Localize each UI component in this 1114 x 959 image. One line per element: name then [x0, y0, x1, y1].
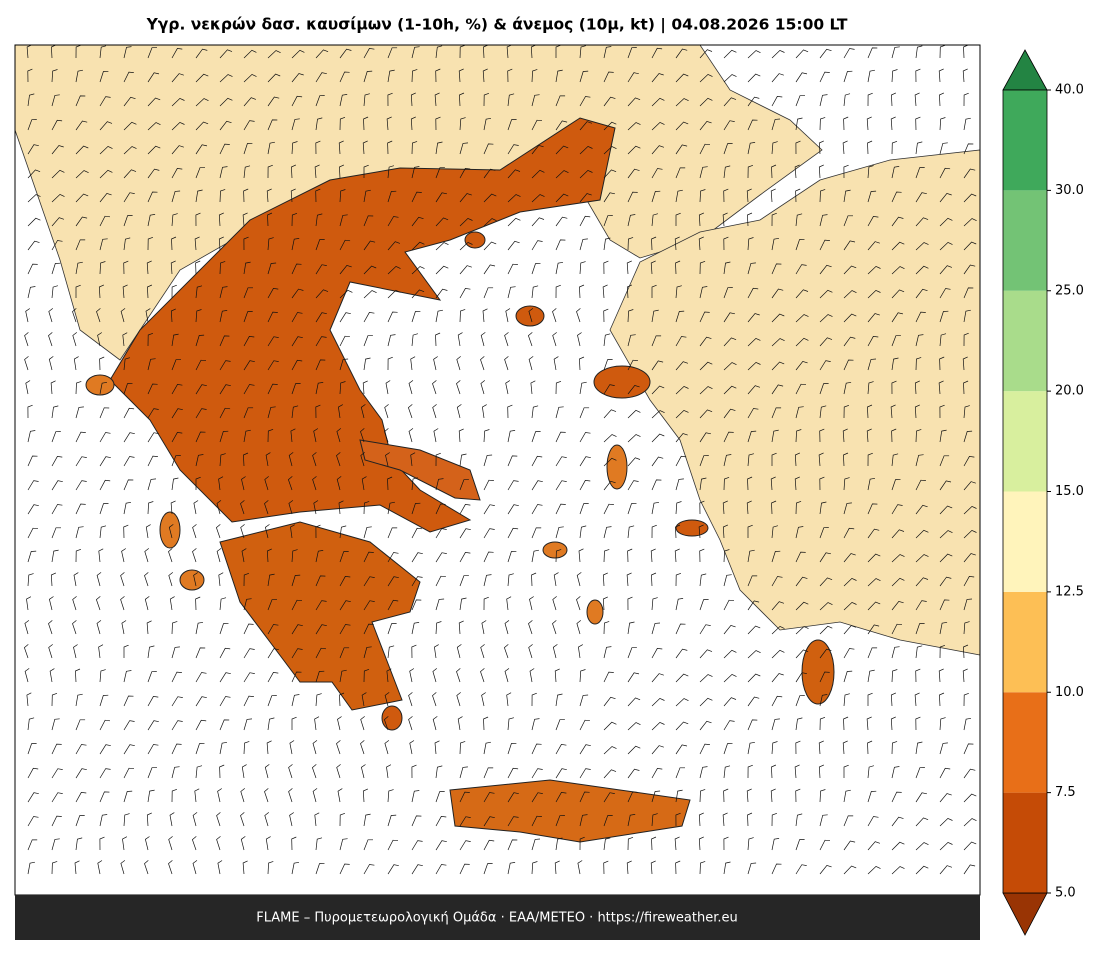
island: [801, 639, 835, 705]
footer-bar: [15, 895, 980, 940]
wind-barb: [23, 44, 977, 875]
colorbar-tick-label: 25.0: [1055, 283, 1084, 298]
colorbar-tick-label: 10.0: [1055, 685, 1084, 700]
colorbar-segment: [1003, 90, 1047, 191]
land-euboea: [359, 439, 481, 501]
colorbar-segment: [1003, 692, 1047, 793]
colorbar-segment: [1003, 290, 1047, 392]
colorbar-segment: [1003, 190, 1047, 291]
island: [606, 444, 628, 490]
land-peloponnese: [219, 521, 421, 711]
island: [381, 705, 403, 731]
colorbar-tick-label: 20.0: [1055, 384, 1084, 399]
colorbar-tick-label: 7.5: [1055, 785, 1076, 800]
wind-barbs: [23, 44, 977, 875]
island: [85, 374, 115, 396]
colorbar: 5.0 7.5 10.0 12.5 15.0 20.0 25.0 30.0 40.0: [1002, 49, 1084, 936]
title: Υγρ. νεκρών δασ. καυσίμων (1-10h, %) & ά…: [146, 16, 848, 35]
land-turkey: [609, 149, 981, 656]
island: [542, 541, 568, 559]
colorbar-segment: [1003, 491, 1047, 592]
island: [586, 599, 604, 625]
colorbar-tick-label: 30.0: [1055, 183, 1084, 198]
colorbar-segment: [1003, 792, 1047, 893]
colorbar-tick-label: 15.0: [1055, 484, 1084, 499]
colorbar-segment: [1003, 391, 1047, 492]
land-crete: [449, 779, 691, 843]
colorbar-segment: [1003, 591, 1047, 693]
island: [675, 519, 709, 537]
island: [464, 231, 486, 249]
island: [593, 365, 651, 399]
colorbar-tick-label: 5.0: [1055, 886, 1076, 901]
map: [14, 44, 981, 896]
footer-text: FLAME – Πυρομετεωρολογική Ομάδα · ΕΑΑ/ME…: [256, 911, 738, 926]
colorbar-tick-label: 12.5: [1055, 584, 1084, 599]
colorbar-extension: [1002, 49, 1048, 91]
colorbar-extension: [1002, 892, 1048, 936]
colorbar-tick-label: 40.0: [1055, 83, 1084, 98]
island: [179, 569, 205, 591]
